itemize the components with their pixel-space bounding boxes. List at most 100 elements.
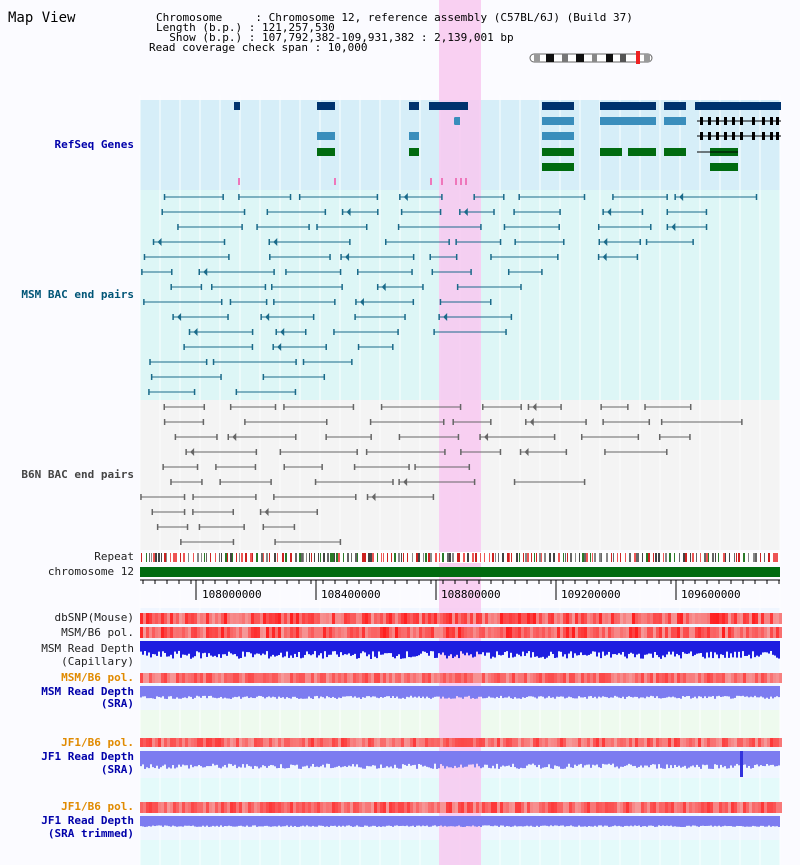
polymorphism-cell: [224, 738, 227, 747]
polymorphism-cell: [308, 802, 311, 813]
read-depth-bar: [146, 751, 148, 768]
read-depth-bar: [264, 641, 266, 655]
read-depth-bar: [366, 686, 368, 697]
label-jf1-depth-sra[interactable]: JF1 Read Depth: [41, 750, 134, 763]
polymorphism-cell: [176, 738, 179, 747]
label-jf1-depth-trimmed[interactable]: JF1 Read Depth: [41, 814, 134, 827]
read-depth-bar: [186, 751, 188, 766]
polymorphism-cell: [596, 802, 599, 813]
polymorphism-cell: [434, 627, 437, 638]
label-msm-depth-sra[interactable]: MSM Read Depth: [41, 685, 134, 698]
repeat-element: [290, 553, 292, 562]
label-msm-depth-capillary[interactable]: MSM Read Depth: [41, 642, 134, 655]
polymorphism-cell: [680, 738, 683, 747]
read-depth-bar: [608, 686, 610, 699]
read-depth-bar: [766, 751, 768, 764]
read-depth-bar: [344, 641, 346, 655]
read-depth-bar: [436, 641, 438, 658]
polymorphism-strips[interactable]: [140, 613, 782, 813]
polymorphism-cell: [707, 802, 710, 813]
polymorphism-cell: [257, 738, 260, 747]
label-jf1-b6-pol-2[interactable]: JF1/B6 pol.: [61, 800, 134, 813]
read-depth-bar: [446, 816, 448, 827]
read-depth-bar: [198, 686, 200, 697]
selected-region-highlight[interactable]: [439, 0, 481, 865]
polymorphism-cell: [275, 673, 278, 683]
polymorphism-cell: [554, 738, 557, 747]
read-depth-bar: [776, 641, 778, 658]
read-depth-bar: [294, 641, 296, 654]
polymorphism-cell: [767, 802, 770, 813]
chromosome-bar[interactable]: [140, 567, 780, 577]
read-depth-bar: [318, 816, 320, 826]
read-depth-bar: [498, 751, 500, 769]
read-depth-tracks[interactable]: [140, 641, 780, 827]
read-depth-bar: [444, 816, 446, 826]
polymorphism-cell: [668, 613, 671, 624]
read-depth-bar: [424, 686, 426, 699]
polymorphism-cell: [737, 802, 740, 813]
polymorphism-cell: [383, 802, 386, 813]
read-depth-bar: [434, 641, 436, 658]
read-depth-bar: [410, 751, 412, 766]
label-msm-b6-pol-2[interactable]: MSM/B6 pol.: [61, 671, 134, 684]
label-repeat[interactable]: Repeat: [94, 550, 134, 563]
repeat-element: [416, 553, 418, 562]
label-msm-bac[interactable]: MSM BAC end pairs: [21, 288, 134, 301]
read-depth-bar: [250, 751, 252, 767]
read-depth-bar: [564, 641, 566, 655]
chromosome-ideogram[interactable]: [529, 51, 653, 64]
read-depth-bar: [446, 686, 448, 699]
repeat-element: [193, 553, 194, 562]
label-dbsnp[interactable]: dbSNP(Mouse): [54, 611, 134, 624]
label-refseq-genes[interactable]: RefSeq Genes: [54, 138, 134, 151]
polymorphism-cell: [461, 673, 464, 683]
polymorphism-cell: [704, 738, 707, 747]
read-depth-bar: [476, 751, 478, 764]
read-depth-bar: [192, 641, 194, 658]
polymorphism-cell: [755, 802, 758, 813]
polymorphism-cell: [368, 627, 371, 638]
read-depth-bar: [606, 641, 608, 655]
read-depth-bar: [578, 816, 580, 826]
polymorphism-cell: [221, 738, 224, 747]
label-msm-b6-pol-1[interactable]: MSM/B6 pol.: [61, 626, 134, 639]
msm-bac-track[interactable]: [141, 193, 758, 395]
repeat-element: [565, 553, 566, 562]
polymorphism-cell: [773, 738, 776, 747]
read-depth-bar: [508, 641, 510, 658]
repeat-track[interactable]: [141, 553, 778, 562]
read-depth-bar: [654, 641, 656, 653]
polymorphism-cell: [182, 613, 185, 624]
refseq-genes-track[interactable]: [234, 102, 781, 185]
read-depth-bar: [388, 686, 390, 697]
label-b6n-bac[interactable]: B6N BAC end pairs: [21, 468, 134, 481]
read-depth-bar: [390, 641, 392, 654]
read-depth-bar: [528, 641, 530, 652]
polymorphism-cell: [632, 627, 635, 638]
read-depth-bar: [478, 751, 480, 767]
polymorphism-cell: [644, 673, 647, 683]
read-depth-bar: [580, 686, 582, 698]
polymorphism-cell: [515, 627, 518, 638]
read-depth-bar: [330, 751, 332, 769]
repeat-element: [447, 553, 449, 562]
repeat-element: [155, 553, 157, 562]
read-depth-bar: [504, 641, 506, 653]
label-jf1-b6-pol-1[interactable]: JF1/B6 pol.: [61, 736, 134, 749]
polymorphism-cell: [545, 627, 548, 638]
polymorphism-cell: [608, 738, 611, 747]
polymorphism-cell: [173, 673, 176, 683]
polymorphism-cell: [353, 613, 356, 624]
polymorphism-cell: [173, 613, 176, 624]
polymorphism-cell: [284, 613, 287, 624]
read-depth-bar: [310, 816, 312, 827]
b6n-bac-track[interactable]: [140, 403, 743, 545]
read-depth-bar: [658, 641, 660, 658]
polymorphism-cell: [602, 627, 605, 638]
polymorphism-cell: [305, 613, 308, 624]
repeat-element: [161, 553, 162, 562]
read-depth-bar: [440, 751, 442, 765]
polymorphism-cell: [761, 802, 764, 813]
read-depth-bar: [470, 751, 472, 765]
